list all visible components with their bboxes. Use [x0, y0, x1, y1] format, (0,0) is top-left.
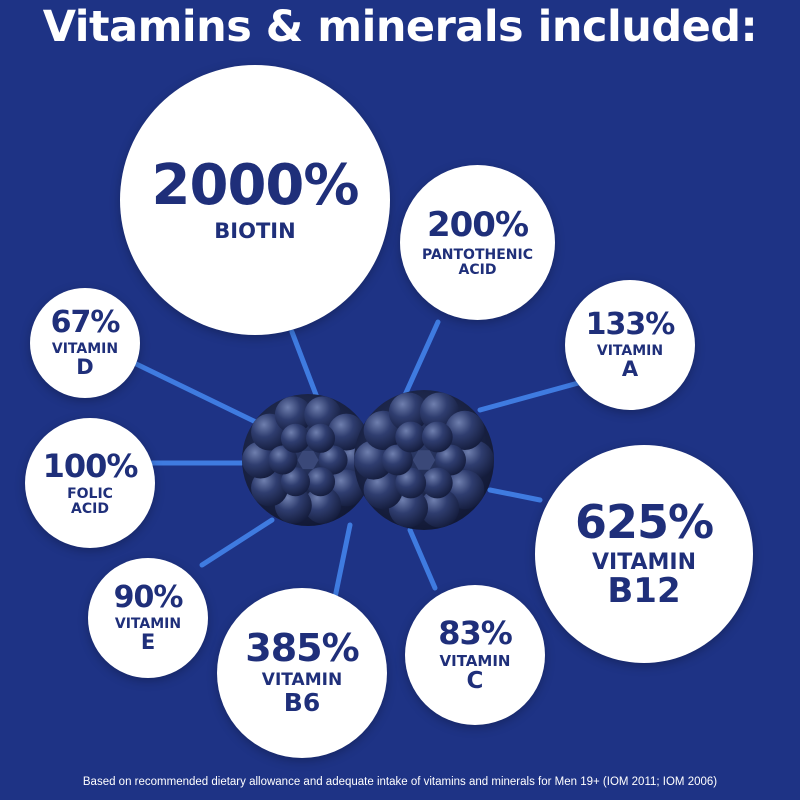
page-title: Vitamins & minerals included: [42, 2, 758, 52]
connector-vitamin-c [407, 527, 438, 591]
vitamin-a-label-line1: VITAMIN [596, 342, 664, 359]
gummy-bump [419, 488, 460, 528]
vitamin-d-label-line1: VITAMIN [51, 340, 119, 357]
vitamin-e-label-line2: E [140, 630, 156, 655]
vitamin-b6-percent: 385% [245, 626, 359, 671]
gummy-bump [421, 421, 453, 453]
gummy-bump [388, 392, 429, 432]
vitamin-d-label-line2: D [76, 355, 94, 380]
gummy-bump [242, 441, 279, 479]
gummy-bump [382, 444, 413, 476]
pantothenic-percent: 200% [426, 204, 529, 245]
gummy-bump [327, 413, 365, 451]
gummy-bump [280, 467, 310, 497]
bubble-vitamin-a: 133% VITAMIN A [565, 280, 695, 410]
gummy-bump [306, 467, 336, 497]
connector-pantothenic [402, 319, 441, 398]
footnote: Based on recommended dietary allowance a… [82, 776, 718, 788]
bubble-vitamin-c: 83% VITAMIN C [405, 585, 545, 725]
vitamin-a-label-line2: A [621, 357, 639, 382]
gummy-bump [251, 469, 289, 507]
gummy-bump [304, 486, 342, 524]
folic-acid-percent: 100% [42, 446, 139, 485]
bubble-folic-acid: 100% FOLIC ACID [25, 418, 155, 548]
vitamin-c-label-line1: VITAMIN [439, 651, 511, 670]
gummy-bump [268, 445, 298, 475]
vitamin-b6-label-line1: VITAMIN [261, 670, 343, 691]
folic-acid-label-line2: ACID [71, 500, 109, 517]
connector-vitamin-a [477, 379, 585, 413]
vitamin-b12-label-line2: B12 [607, 570, 681, 611]
biotin-percent: 2000% [151, 152, 360, 218]
gummy-bump [363, 470, 403, 510]
connector-vitamin-e [199, 517, 275, 568]
connector-vitamin-d [125, 357, 265, 428]
vitamin-c-percent: 83% [438, 613, 513, 652]
gummy-center [297, 450, 319, 470]
bubble-pantothenic-acid: 200% PANTOTHENIC ACID [400, 165, 555, 320]
bubble-vitamin-b12: 625% VITAMIN B12 [535, 445, 753, 663]
pantothenic-label-line2: ACID [458, 261, 497, 278]
folic-acid-label-line1: FOLIC [67, 485, 113, 502]
gummy-bump [354, 440, 394, 480]
vitamin-b6-label-line2: B6 [283, 688, 321, 718]
biotin-label: BIOTIN [214, 218, 296, 243]
bubble-biotin: 2000% BIOTIN [120, 65, 390, 335]
gummy-bump [395, 467, 427, 499]
gummy-right [354, 390, 494, 530]
gummy-bump [395, 421, 427, 453]
bubble-vitamin-b6: 385% VITAMIN B6 [217, 588, 387, 758]
gummy-bump [280, 423, 310, 453]
vitamin-a-percent: 133% [585, 306, 676, 342]
gummy-bump [318, 445, 348, 475]
connector-vitamin-b12 [487, 487, 543, 503]
gummy-bump [435, 444, 466, 476]
vitamin-b12-label-line1: VITAMIN [591, 549, 697, 575]
gummy-bump [306, 423, 336, 453]
gummy-bump [274, 396, 312, 434]
bubble-vitamin-e: 90% VITAMIN E [88, 558, 208, 678]
vitamin-b12-percent: 625% [574, 494, 714, 549]
bubble-vitamin-d: 67% VITAMIN D [30, 288, 140, 398]
gummy-bump [421, 467, 453, 499]
vitamin-c-label-line2: C [466, 668, 484, 695]
vitamin-d-percent: 67% [50, 304, 121, 340]
pantothenic-label-line1: PANTOTHENIC [421, 246, 533, 263]
connector-biotin [289, 329, 321, 403]
vitamin-e-label-line1: VITAMIN [114, 615, 182, 632]
gummy-bump [454, 440, 494, 480]
gummy-center [412, 450, 436, 470]
gummy-bump [445, 410, 485, 450]
vitamin-e-percent: 90% [113, 579, 184, 615]
